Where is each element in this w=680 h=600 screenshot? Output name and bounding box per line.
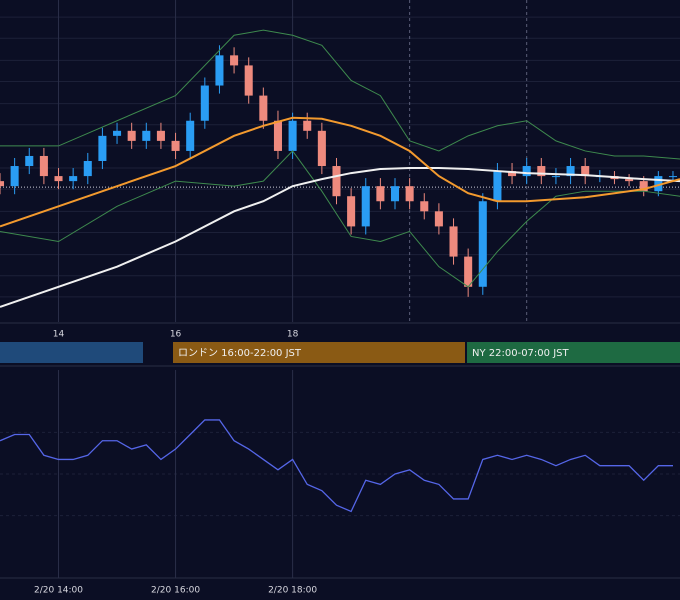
candle-body <box>288 120 297 151</box>
candle-body <box>522 166 531 177</box>
candle-body <box>405 186 414 202</box>
session-label: ロンドン 16:00-22:00 JST <box>178 348 302 359</box>
candle-body <box>186 120 195 151</box>
candle-body <box>142 130 151 141</box>
indicator-line <box>0 116 680 228</box>
candle-body <box>200 85 209 121</box>
candle-body <box>654 176 663 192</box>
candle-body <box>347 196 356 227</box>
candle-body <box>215 55 224 86</box>
candle-body <box>332 166 341 197</box>
candle-body <box>551 176 560 178</box>
x-tick-label: 2/20 18:00 <box>268 586 317 596</box>
candle-body <box>434 211 443 227</box>
candle-body <box>390 186 400 202</box>
candle-body <box>625 179 634 182</box>
x-tick-label: 14 <box>53 330 65 340</box>
candle-body <box>69 176 78 182</box>
candle-body <box>83 161 92 177</box>
candle-body <box>259 95 268 121</box>
candle-body <box>464 256 473 287</box>
session-bar <box>467 342 680 363</box>
candle-body <box>54 176 63 182</box>
x-tick-label: 18 <box>287 330 299 340</box>
indicator-line <box>0 167 680 308</box>
candle-body <box>156 130 165 141</box>
x-tick-label: 2/20 16:00 <box>151 586 200 596</box>
candle-body <box>361 186 370 227</box>
candle-body <box>39 155 48 177</box>
rsi-line <box>0 419 673 513</box>
candle-body <box>420 201 429 212</box>
x-tick-label: 2/20 14:00 <box>34 586 83 596</box>
candle-body <box>171 140 180 151</box>
candle-body <box>639 181 648 192</box>
candle-body <box>376 186 385 202</box>
indicator-line <box>0 150 680 288</box>
candle-body <box>449 226 458 257</box>
candle-body <box>98 135 107 161</box>
candle-body <box>10 166 19 187</box>
session-bar <box>173 342 465 363</box>
candle-body <box>0 181 5 187</box>
candle-body <box>230 55 239 66</box>
candle-body <box>566 166 575 177</box>
session-label: NY 22:00-07:00 JST <box>472 348 569 359</box>
candle-body <box>25 155 34 167</box>
session-bar <box>0 342 143 363</box>
candle-body <box>537 166 546 177</box>
candle-body <box>244 65 253 96</box>
candle-body <box>668 176 678 178</box>
candle-body <box>127 130 136 141</box>
candle-body <box>303 120 312 131</box>
candle-body <box>581 166 590 177</box>
candle-body <box>273 120 282 151</box>
candle-body <box>493 171 502 202</box>
x-tick-label: 16 <box>170 330 182 340</box>
candle-body <box>113 130 122 136</box>
candle-body <box>478 201 487 287</box>
indicator-line <box>0 29 680 160</box>
candle-body <box>317 130 326 167</box>
candle-body <box>508 171 517 177</box>
